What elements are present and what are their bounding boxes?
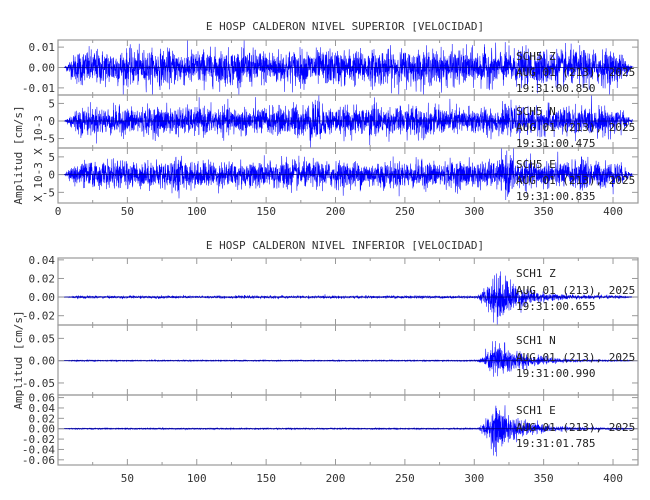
y-tick-label: 0.02 [29, 272, 56, 285]
station-component-label: SCH5 N [516, 105, 556, 118]
date-label: AUG 01 (213), 2025 [516, 66, 635, 79]
y-tick-label: 0.04 [29, 402, 56, 415]
station-component-label: SCH5 E [516, 158, 556, 171]
start-time-label: 19:31:00.990 [516, 367, 595, 380]
x-tick-label: 350 [534, 205, 554, 218]
y-tick-label: 0.05 [29, 332, 56, 345]
station-component-label: SCH1 N [516, 334, 556, 347]
panel-inferior-e: 0.060.040.020.00-0.02-0.04-0.06 SCH1 E AUG… [22, 392, 639, 467]
start-time-label: 19:31:00.655 [516, 300, 595, 313]
x-tick-label: 50 [121, 472, 134, 485]
panel-inferior-n: 0.05 0.00 -0.05 SCH1 N AUG 01 (213), 2025 19:… [22, 324, 639, 396]
panel-superior-z: 0.01 0.00 -0.01 SCH5 Z AUG 01 (213), 2025 19:… [22, 39, 639, 96]
y-tick-label: 0 [48, 169, 55, 182]
start-time-label: 19:31:00.475 [516, 137, 595, 150]
x-tick-label: 150 [256, 472, 276, 485]
waveform-trace [64, 39, 634, 96]
start-time-label: 19:31:01.785 [516, 437, 595, 450]
y-tick-label: -5 [42, 133, 55, 146]
bottom-chart-title: E HOSP CALDERON NIVEL INFERIOR [VELOCIDA… [206, 239, 484, 252]
x-tick-label: 200 [326, 205, 346, 218]
x-tick-label: 50 [121, 205, 134, 218]
y-tick-label: 5 [48, 151, 55, 164]
x-tick-label: 200 [326, 472, 346, 485]
x-tick-label: 400 [603, 472, 623, 485]
y-tick-label: 0.00 [29, 291, 56, 304]
top-ylabel-scale-n: X 10-3 [32, 115, 45, 155]
panel-inferior-z: 0.04 0.02 0.00 -0.02 SCH1 Z AUG 01 (213), 202… [22, 254, 639, 326]
waveform-trace [64, 147, 634, 201]
waveform-trace [64, 94, 634, 149]
y-tick-label: 0.02 [29, 412, 56, 425]
x-tick-label: 350 [534, 472, 554, 485]
y-tick-label: -0.04 [22, 443, 55, 456]
y-tick-label: 0.00 [29, 423, 56, 436]
y-tick-label: 0.00 [29, 62, 56, 75]
panel-superior-n: 5 0 -5 SCH5 N AUG 01 (213), 2025 19:31:00.475 [42, 94, 639, 150]
top-chart-title: E HOSP CALDERON NIVEL SUPERIOR [VELOCIDA… [206, 20, 484, 33]
y-tick-label: 5 [48, 97, 55, 110]
x-tick-label: 400 [603, 205, 623, 218]
date-label: AUG 01 (213), 2025 [516, 351, 635, 364]
y-tick-label: -0.06 [22, 454, 55, 467]
start-time-label: 19:31:00.835 [516, 190, 595, 203]
panel-frame [57, 394, 639, 466]
bottom-ylabel: Amplitud [cm/s] [12, 310, 25, 409]
panel-superior-e: 5 0 -5 SCH5 E AUG 01 (213), 2025 19:31:00.835 [42, 147, 639, 204]
y-tick-label: -0.01 [22, 82, 55, 95]
y-tick-label: -0.05 [22, 377, 55, 390]
y-tick-label: 0.06 [29, 392, 56, 405]
y-tick-label: -5 [42, 186, 55, 199]
x-tick-label: 100 [187, 205, 207, 218]
y-tick-label: 0.04 [29, 254, 56, 267]
date-label: AUG 01 (213), 2025 [516, 121, 635, 134]
x-tick-label: 250 [395, 472, 415, 485]
y-tick-label: 0.00 [29, 355, 56, 368]
panel-frame [57, 147, 639, 204]
y-tick-label: -0.02 [22, 433, 55, 446]
y-tick-label: 0.01 [29, 41, 56, 54]
x-tick-label: 250 [395, 205, 415, 218]
date-label: AUG 01 (213), 2025 [516, 284, 635, 297]
station-component-label: SCH1 Z [516, 267, 556, 280]
station-component-label: SCH5 Z [516, 50, 556, 63]
top-ylabel-scale-e: X 10-3 [32, 162, 45, 202]
date-label: AUG 01 (213), 2025 [516, 421, 635, 434]
x-tick-label: 150 [256, 205, 276, 218]
x-tick-label: 300 [464, 472, 484, 485]
y-tick-label: 0 [48, 115, 55, 128]
start-time-label: 19:31:00.850 [516, 82, 595, 95]
y-tick-label: -0.02 [22, 310, 55, 323]
x-tick-label: 300 [464, 205, 484, 218]
top-ylabel: Amplitud [cm/s] [12, 105, 25, 204]
x-tick-label: 0 [55, 205, 62, 218]
station-component-label: SCH1 E [516, 404, 556, 417]
x-tick-label: 100 [187, 472, 207, 485]
date-label: AUG 01 (213), 2025 [516, 174, 635, 187]
